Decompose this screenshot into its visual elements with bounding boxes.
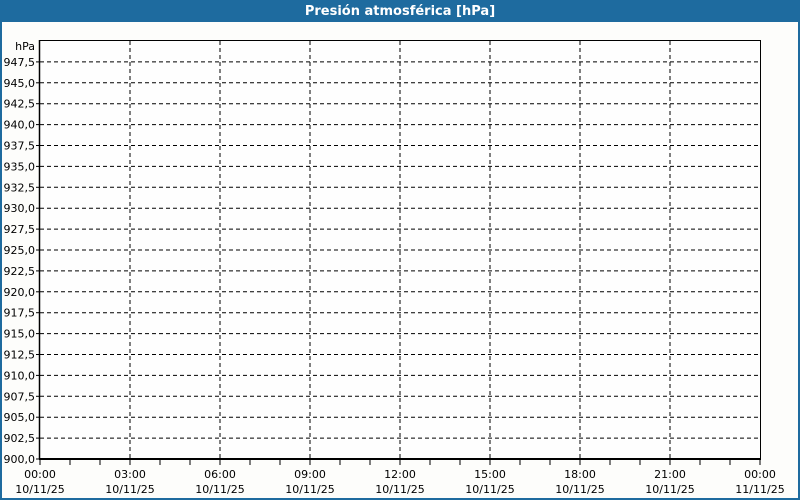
x-tick-date-label: 10/11/25 — [15, 483, 64, 496]
y-tick-label: 937,5 — [4, 140, 36, 153]
y-tick-label: 927,5 — [4, 223, 36, 236]
x-tick-time-label: 00:00 — [744, 468, 776, 481]
y-tick-label: 902,5 — [4, 432, 36, 445]
x-tick-date-label: 10/11/25 — [555, 483, 604, 496]
x-tick-date-label: 10/11/25 — [645, 483, 694, 496]
y-tick-label: 910,0 — [4, 369, 36, 382]
y-tick-label: 930,0 — [4, 202, 36, 215]
y-tick-label: 925,0 — [4, 244, 36, 257]
chart-title: Presión atmosférica [hPa] — [304, 4, 496, 19]
x-tick-date-label: 10/11/25 — [105, 483, 154, 496]
x-tick-date-label: 10/11/25 — [195, 483, 244, 496]
x-tick-time-label: 09:00 — [294, 468, 326, 481]
x-tick-time-label: 00:00 — [24, 468, 56, 481]
y-tick-label: 942,5 — [4, 98, 36, 111]
y-tick-label: 905,0 — [4, 411, 36, 424]
y-tick-label: 932,5 — [4, 181, 36, 194]
x-tick-time-label: 18:00 — [564, 468, 596, 481]
x-tick-time-label: 15:00 — [474, 468, 506, 481]
y-tick-label: 912,5 — [4, 349, 36, 362]
y-tick-label: 907,5 — [4, 390, 36, 403]
x-tick-date-label: 10/11/25 — [465, 483, 514, 496]
x-tick-time-label: 06:00 — [204, 468, 236, 481]
x-tick-time-label: 21:00 — [654, 468, 686, 481]
y-tick-label: 920,0 — [4, 286, 36, 299]
y-tick-label: 945,0 — [4, 77, 36, 90]
chart-title-bar: Presión atmosférica [hPa] — [0, 0, 800, 22]
y-tick-label: 922,5 — [4, 265, 36, 278]
y-axis-unit-label: hPa — [15, 40, 35, 53]
x-tick-time-label: 12:00 — [384, 468, 416, 481]
y-tick-label: 947,5 — [4, 56, 36, 69]
x-tick-date-label: 10/11/25 — [285, 483, 334, 496]
y-tick-label: 935,0 — [4, 160, 36, 173]
x-tick-time-label: 03:00 — [114, 468, 146, 481]
y-tick-label: 900,0 — [4, 453, 36, 466]
y-tick-label: 915,0 — [4, 328, 36, 341]
x-tick-date-label: 10/11/25 — [375, 483, 424, 496]
x-tick-date-label: 11/11/25 — [735, 483, 784, 496]
y-tick-label: 940,0 — [4, 119, 36, 132]
y-tick-label: 917,5 — [4, 307, 36, 320]
